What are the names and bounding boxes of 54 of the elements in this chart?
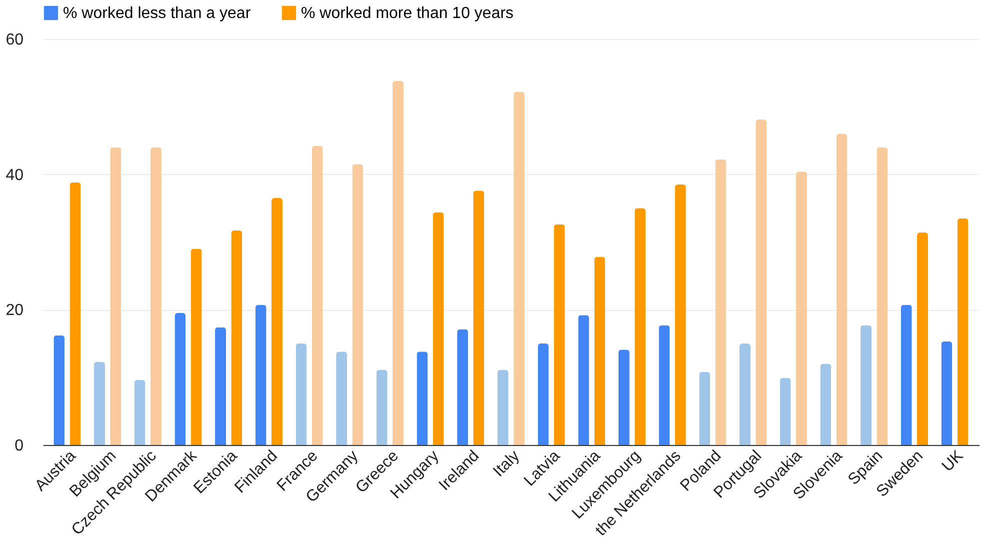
bar: [296, 344, 307, 445]
bar: [432, 212, 444, 445]
bar: [70, 182, 81, 445]
bar: [554, 224, 565, 445]
legend-label: % worked less than a year: [63, 5, 252, 22]
legend-label: % worked more than 10 years: [301, 5, 514, 22]
bar: [54, 335, 65, 445]
bar: [416, 352, 428, 445]
x-tick-label: Italy: [490, 448, 524, 480]
bar: [473, 190, 484, 445]
bar: [780, 378, 791, 445]
bar: [457, 329, 468, 445]
bar: [514, 92, 525, 445]
bar: [190, 248, 202, 445]
bar: [376, 370, 388, 445]
bar: [392, 80, 404, 445]
bar: [174, 313, 186, 445]
bar: [94, 362, 105, 445]
y-tick-label: 0: [14, 438, 24, 454]
bar: [715, 159, 726, 445]
bar: [658, 325, 670, 445]
bar: [110, 147, 122, 445]
bar: [756, 120, 767, 445]
bar: [917, 232, 928, 445]
bar: [312, 146, 323, 445]
bar: [497, 370, 508, 445]
bar: [578, 315, 590, 445]
bar: [796, 172, 807, 445]
bar: [900, 304, 912, 445]
bar: [150, 147, 162, 445]
bar: [699, 372, 710, 445]
bar: [634, 208, 646, 445]
bar: [352, 164, 364, 445]
x-tick-label: UK: [939, 447, 968, 476]
bar: [860, 325, 872, 445]
bar: [836, 134, 848, 445]
bar: [215, 327, 226, 445]
bar: [740, 344, 750, 445]
bar: [594, 256, 606, 445]
bar: [255, 304, 266, 445]
bar: [618, 350, 630, 445]
bar: [272, 198, 282, 445]
bar: [231, 230, 242, 445]
bar: [820, 364, 832, 445]
bar: [134, 380, 146, 445]
bar: [538, 344, 549, 445]
bar: [941, 341, 952, 445]
y-tick-label: 20: [6, 302, 24, 320]
y-tick-label: 60: [6, 32, 24, 48]
bar: [876, 147, 888, 445]
bar: [674, 184, 686, 445]
bar: [336, 352, 348, 445]
bar: [957, 218, 968, 445]
y-tick-label: 40: [6, 166, 24, 184]
